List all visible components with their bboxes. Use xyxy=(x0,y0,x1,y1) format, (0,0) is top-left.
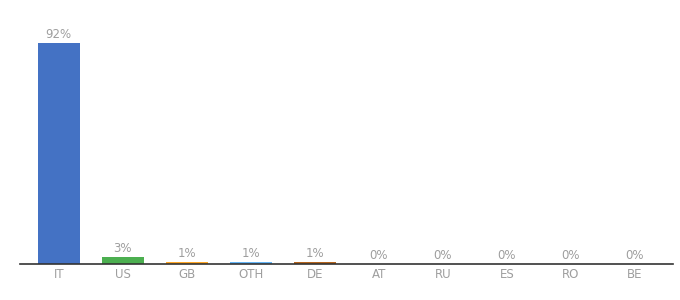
Bar xyxy=(294,262,336,264)
Bar xyxy=(422,263,464,264)
Text: 1%: 1% xyxy=(305,247,324,260)
Text: 3%: 3% xyxy=(114,242,132,255)
Bar xyxy=(550,263,592,264)
Text: 1%: 1% xyxy=(241,247,260,260)
Bar xyxy=(614,263,656,264)
Text: 0%: 0% xyxy=(434,249,452,262)
Bar xyxy=(486,263,528,264)
Text: 0%: 0% xyxy=(498,249,516,262)
Bar xyxy=(102,257,143,264)
Bar xyxy=(230,262,271,264)
Text: 1%: 1% xyxy=(177,247,196,260)
Text: 0%: 0% xyxy=(562,249,580,262)
Bar xyxy=(358,263,400,264)
Text: 92%: 92% xyxy=(46,28,72,41)
Bar xyxy=(38,43,80,264)
Text: 0%: 0% xyxy=(626,249,644,262)
Bar xyxy=(166,262,207,264)
Text: 0%: 0% xyxy=(369,249,388,262)
